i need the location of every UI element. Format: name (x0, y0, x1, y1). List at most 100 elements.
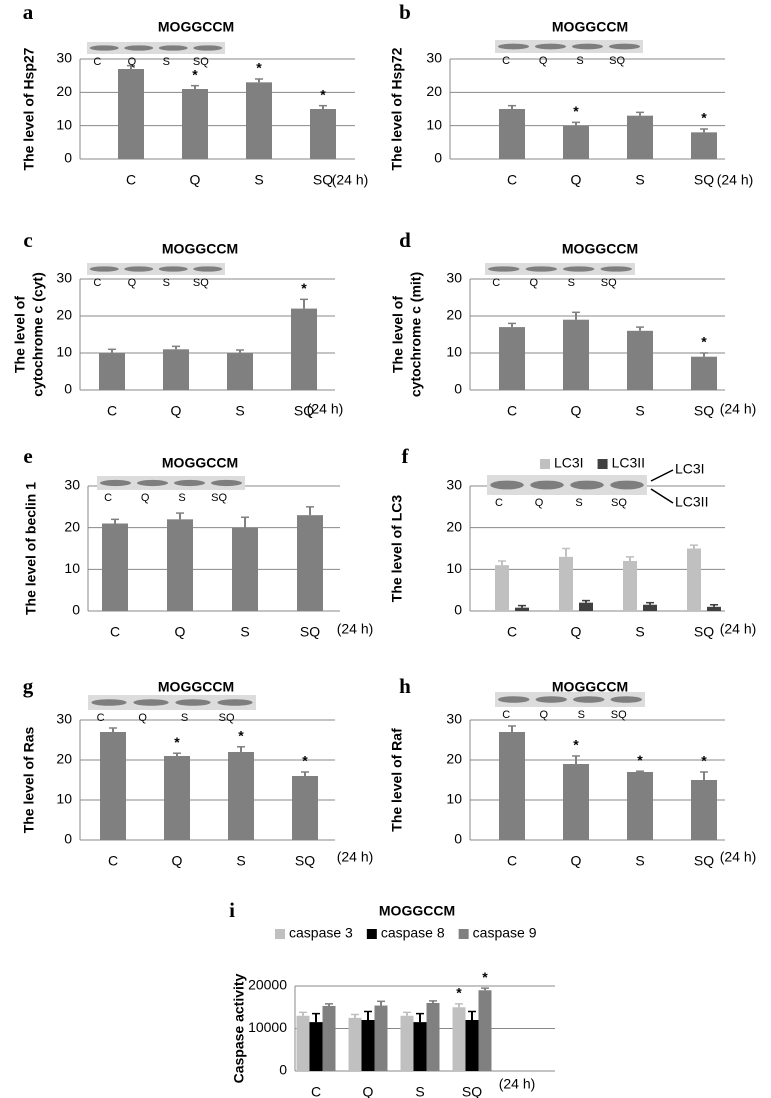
bar (118, 69, 144, 159)
bar (232, 527, 258, 611)
blot (485, 263, 635, 275)
x-tick-label: Q (190, 172, 201, 188)
y-axis-label: The level of (12, 296, 28, 373)
bar (182, 89, 208, 159)
blot-band (89, 266, 119, 272)
bar (579, 602, 593, 611)
legend-swatch (366, 929, 377, 939)
blot-lane-label: S (163, 56, 170, 68)
panel-label: e (23, 444, 32, 468)
bar (99, 353, 125, 390)
bar (361, 1020, 375, 1071)
y-axis-label: The level of beclin 1 (23, 482, 39, 615)
significance-star: * (256, 60, 262, 76)
y-tick-label: 20 (446, 751, 462, 767)
y-tick-label: 10 (446, 344, 462, 360)
blot-lane-label: Q (128, 277, 137, 289)
note: (24 h) (717, 172, 754, 188)
blot-lane-label: C (93, 56, 101, 68)
bar (495, 565, 509, 611)
bar (374, 1005, 388, 1071)
y-tick-label: 0 (64, 831, 72, 847)
blot-band (488, 266, 520, 272)
x-tick-label: SQ (694, 403, 714, 419)
blot (88, 695, 256, 710)
blot-lane-label: Q (539, 55, 548, 67)
note: (24 h) (332, 172, 369, 188)
x-tick-label: Q (171, 403, 182, 419)
blot-lane-label: C (502, 709, 510, 721)
blot-lane-label: SQ (193, 56, 209, 68)
blot-band (490, 480, 524, 490)
blot-lane-label: SQ (219, 712, 235, 724)
y-tick-label: 20 (56, 307, 72, 323)
note: (24 h) (720, 621, 757, 637)
panel-label: b (399, 0, 411, 24)
blot-lane-label: C (93, 277, 101, 289)
blot-lane-label: SQ (193, 277, 209, 289)
blot-band (534, 43, 567, 50)
y-axis-label: The level of Ras (21, 726, 37, 833)
blot-band (600, 266, 632, 272)
bar (627, 330, 653, 390)
blot-band (610, 696, 642, 703)
bar (515, 607, 529, 611)
y-tick-label: 0 (279, 1062, 287, 1078)
bar (413, 1022, 427, 1071)
bar (691, 132, 717, 159)
x-tick-label: SQ (295, 853, 315, 869)
x-tick-label: SQ (694, 853, 714, 869)
blot-band (193, 45, 223, 51)
legend-swatch (540, 459, 550, 469)
chart-title: MOGGCCM (162, 241, 238, 257)
significance-star: * (320, 86, 326, 102)
blot-lane-label: Q (128, 56, 137, 68)
panel-label: f (402, 444, 410, 468)
bar (687, 548, 701, 611)
blot-lane-label: S (163, 277, 170, 289)
blot-lane-label: S (178, 492, 185, 504)
x-tick-label: S (635, 172, 644, 188)
legend-swatch (275, 929, 285, 939)
bar (465, 1020, 479, 1071)
panel-label: d (399, 228, 411, 252)
y-tick-label: 20 (56, 751, 72, 767)
x-tick-label: C (507, 403, 517, 419)
y-axis-label: The level of Hsp27 (21, 47, 37, 170)
blot-lane-label: C (97, 712, 105, 724)
blot-band (136, 479, 169, 487)
chart-title: MOGGCCM (162, 455, 238, 471)
bar (627, 772, 653, 840)
blot-band (133, 699, 169, 706)
blot-band (498, 696, 530, 703)
blot-band (610, 480, 644, 490)
bar (499, 109, 525, 159)
bar (559, 556, 573, 611)
bar (292, 776, 318, 840)
bar (102, 523, 128, 611)
legend-label: LC3II (612, 455, 645, 471)
blot-band (525, 266, 557, 272)
x-tick-label: S (240, 624, 249, 640)
x-tick-label: C (107, 403, 117, 419)
x-tick-label: S (635, 624, 644, 640)
note: (24 h) (337, 621, 374, 637)
bar (452, 1007, 466, 1071)
significance-star: * (573, 737, 579, 753)
chart-title: MOGGCCM (158, 679, 234, 695)
bar (563, 125, 589, 159)
bar (691, 780, 717, 840)
blot-lane-label: SQ (611, 709, 627, 721)
significance-star: * (174, 734, 180, 750)
blot-band (217, 699, 253, 706)
blot-band (497, 43, 530, 50)
y-tick-label: 20 (64, 518, 80, 534)
significance-star: * (573, 103, 579, 119)
bar (563, 764, 589, 840)
legend-label: caspase 9 (473, 925, 537, 941)
bar (310, 109, 336, 159)
y-axis-label: The level of LC3 (389, 495, 405, 603)
bar (643, 604, 657, 611)
panel-label: i (229, 898, 235, 922)
y-tick-label: 30 (426, 50, 442, 66)
